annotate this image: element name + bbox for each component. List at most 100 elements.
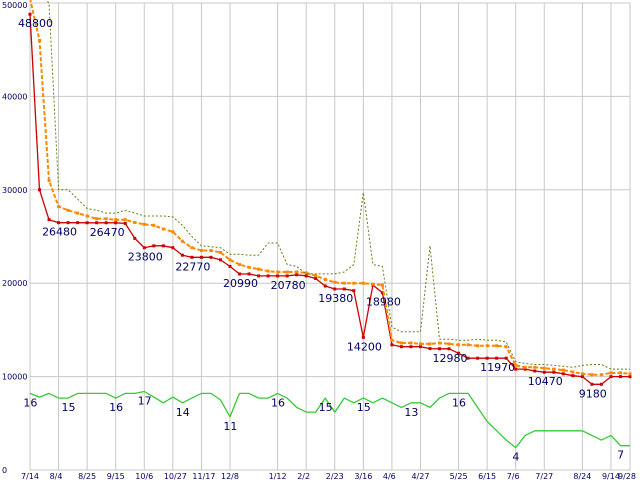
- data-label: 20990: [223, 277, 258, 290]
- x-tick-label: 4/27: [411, 472, 429, 480]
- series-line-3: [29, 390, 630, 449]
- data-label: 26470: [90, 226, 125, 239]
- data-label: 15: [319, 401, 333, 414]
- data-label: 16: [23, 396, 37, 409]
- series-1-point: [428, 342, 432, 346]
- series-1-point: [523, 365, 527, 369]
- series-0-point: [476, 356, 480, 360]
- series-1-point: [76, 211, 80, 215]
- series-0-point: [361, 335, 365, 339]
- series-0-point: [180, 253, 184, 257]
- series-1-point: [323, 277, 327, 281]
- series-1-point: [466, 343, 470, 347]
- series-1-point: [390, 338, 394, 342]
- series-1-point: [599, 373, 603, 377]
- plot-frame: [29, 2, 631, 471]
- series-0-point: [66, 221, 70, 225]
- data-label: 26480: [42, 226, 77, 239]
- series-1-point: [561, 368, 565, 372]
- y-tick-label: 10000: [2, 373, 27, 382]
- data-label: 11970: [480, 361, 515, 374]
- series-0-point: [342, 287, 346, 291]
- data-label: 4: [512, 451, 519, 464]
- series-0-point: [418, 345, 422, 349]
- x-tick-label: 2/23: [326, 472, 344, 480]
- y-tick-label: 20000: [2, 279, 27, 288]
- series-1-point: [66, 208, 70, 212]
- series-0-point: [409, 345, 413, 349]
- series-0-point: [580, 375, 584, 379]
- series-0-point: [199, 255, 203, 259]
- x-tick-label: 9/28: [618, 472, 636, 480]
- series-0-point: [533, 369, 537, 373]
- series-0-point: [428, 347, 432, 351]
- x-tick-label: 12/8: [221, 472, 239, 480]
- series-1-point: [295, 270, 299, 274]
- x-tick-label: 1/12: [269, 472, 287, 480]
- y-tick-label: 30000: [2, 186, 27, 195]
- series-1-point: [504, 345, 508, 349]
- series-0-point: [485, 356, 489, 360]
- x-tick-label: 7/27: [535, 472, 553, 480]
- series-0-point: [152, 244, 156, 248]
- series-0-point: [28, 12, 32, 16]
- series-1-point: [495, 344, 499, 348]
- series-1-point: [438, 341, 442, 345]
- x-tick-label: 8/4: [50, 472, 63, 480]
- series-1-point: [514, 363, 518, 367]
- series-1-point: [114, 218, 118, 222]
- series-1-point: [247, 265, 251, 269]
- series-1-point: [171, 230, 175, 234]
- x-tick-label: 8/24: [573, 472, 591, 480]
- series-0-point: [114, 221, 118, 225]
- data-label: 10470: [528, 375, 563, 388]
- series-0-point: [523, 367, 527, 371]
- series-0-point: [218, 258, 222, 262]
- data-label: 15: [61, 401, 75, 414]
- data-label: 14200: [347, 340, 382, 353]
- series-1-point: [104, 217, 108, 221]
- series-0-point: [323, 284, 327, 288]
- series-1-point: [371, 282, 375, 286]
- series-1-point: [238, 263, 242, 267]
- series-0-point: [380, 291, 384, 295]
- series-0-point: [466, 356, 470, 360]
- series-1-point: [314, 274, 318, 278]
- series-layer: [28, 0, 632, 449]
- data-label: 11: [223, 420, 237, 433]
- series-0-point: [85, 221, 89, 225]
- series-1-point: [161, 227, 165, 231]
- series-0-point: [257, 274, 261, 278]
- series-0-point: [209, 255, 213, 259]
- x-tick-label: 11/17: [192, 472, 215, 480]
- series-0-point: [333, 287, 337, 291]
- series-1-point: [590, 373, 594, 377]
- series-0-point: [76, 221, 80, 225]
- data-label: 9180: [579, 387, 607, 400]
- series-1-point: [533, 365, 537, 369]
- series-0-point: [618, 375, 622, 379]
- series-0-point: [38, 188, 42, 192]
- series-1-point: [342, 281, 346, 285]
- data-label: 19380: [318, 292, 353, 305]
- data-label: 15: [357, 401, 371, 414]
- series-1-point: [95, 217, 99, 221]
- y-tick-label: 0: [2, 466, 7, 475]
- series-1-point: [190, 246, 194, 250]
- series-1-point: [133, 220, 137, 224]
- series-0-point: [314, 277, 318, 281]
- series-1-point: [447, 342, 451, 346]
- series-0-point: [47, 218, 51, 222]
- series-0-point: [352, 289, 356, 293]
- series-1-point: [218, 250, 222, 254]
- data-label: 48800: [18, 17, 53, 30]
- series-1-point: [609, 371, 613, 375]
- series-0-point: [447, 347, 451, 351]
- series-0-point: [57, 221, 61, 225]
- series-1-point: [542, 366, 546, 370]
- series-0-point: [266, 274, 270, 278]
- series-0-point: [285, 274, 289, 278]
- series-0-point: [276, 274, 280, 278]
